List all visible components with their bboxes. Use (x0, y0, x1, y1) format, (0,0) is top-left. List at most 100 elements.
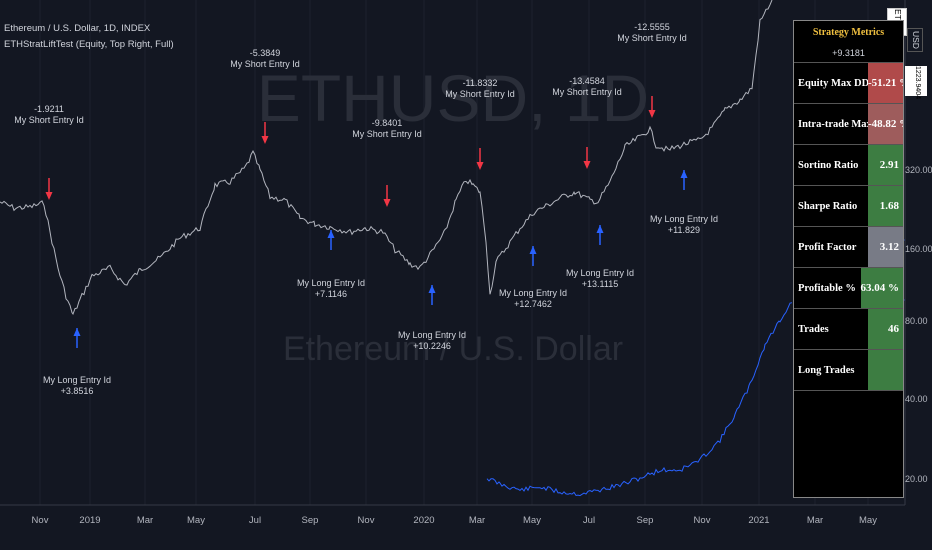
trade-label-line: My Short Entry Id (552, 87, 622, 97)
long-entry-arrowhead (327, 230, 335, 238)
trade-label-line: My Short Entry Id (617, 33, 687, 43)
metric-label: Long Trades (798, 364, 855, 376)
time-tick-label: 2020 (413, 515, 435, 526)
metrics-row: Profitable % 63.04 % (794, 268, 903, 309)
price-series (0, 0, 773, 316)
short-entry-label: -11.8332 My Short Entry Id (445, 78, 515, 100)
metric-label: Sharpe Ratio (798, 200, 858, 212)
time-tick-label: Jul (248, 515, 262, 526)
short-entry-label: -9.8401 My Short Entry Id (352, 118, 422, 140)
metric-value: 1.68 (868, 186, 903, 226)
trade-label-line: My Short Entry Id (14, 115, 84, 125)
metric-label: Profit Factor (798, 241, 857, 253)
metric-value (868, 350, 903, 390)
metric-value: -48.82 % (868, 104, 903, 144)
metrics-subtitle: +9.3181 (832, 48, 865, 58)
trade-label-line: My Long Entry Id (565, 268, 635, 278)
long-entry-arrowhead (73, 328, 81, 336)
time-tick-label: May (523, 515, 541, 526)
strategy-header[interactable]: ETHStratLiftTest (Equity, Top Right, Ful… (4, 39, 174, 50)
short-entry-label: -5.3849 My Short Entry Id (230, 48, 300, 70)
time-tick-label: Nov (31, 515, 49, 526)
price-tick-label: 160.00 (905, 244, 932, 254)
watermark-name: Ethereum / U.S. Dollar (282, 330, 624, 368)
short-entry-arrowhead (476, 162, 484, 170)
watermark-symbol: ETHUSD, 1D (256, 61, 650, 135)
short-entry-arrowhead (648, 110, 656, 118)
long-entry-label: My Long Entry Id +12.7462 (499, 288, 567, 310)
metric-label: Trades (798, 323, 829, 335)
metric-label: Intra-trade Max DD (798, 118, 890, 130)
metric-label: Sortino Ratio (798, 159, 859, 171)
metrics-row: Sortino Ratio 2.91 (794, 145, 903, 186)
trade-label-line: +13.1115 (581, 279, 619, 289)
time-tick-label: Jul (582, 515, 596, 526)
trade-label-line: My Long Entry Id (397, 330, 467, 340)
trade-label-line: My Long Entry Id (498, 288, 568, 298)
time-tick-label: Mar (806, 515, 824, 526)
metrics-title-cell: Strategy Metrics +9.3181 (794, 21, 903, 63)
trade-label-line: -5.3849 (249, 48, 281, 58)
trade-label-line: -13.4584 (569, 76, 605, 86)
time-tick-label: Mar (136, 515, 154, 526)
price-tick-label: 20.00 (905, 474, 928, 484)
time-tick-label: May (187, 515, 205, 526)
metric-value: 3.12 (868, 227, 903, 267)
trade-label-line: -11.8332 (462, 78, 498, 88)
long-entry-label: My Long Entry Id +3.8516 (43, 375, 111, 397)
metrics-title: Strategy Metrics (812, 27, 885, 38)
long-entry-arrowhead (680, 170, 688, 178)
time-tick-label: 2019 (79, 515, 101, 526)
metric-value: 63.04 % (860, 268, 903, 308)
short-entry-arrowhead (583, 161, 591, 169)
long-entry-arrowhead (428, 285, 436, 293)
trade-label-line: My Short Entry Id (445, 89, 515, 99)
short-entry-arrowhead (45, 192, 53, 200)
metrics-row: Equity Max DD-51.21 % (794, 63, 903, 104)
metrics-row: Sharpe Ratio 1.68 (794, 186, 903, 227)
short-entry-arrowhead (261, 136, 269, 144)
trade-label-line: -1.9211 (34, 104, 64, 114)
currency-tag[interactable]: USD (907, 28, 923, 52)
trade-label-line: My Long Entry Id (42, 375, 112, 385)
trade-label-line: +3.8516 (60, 386, 94, 396)
short-entry-label: -13.4584 My Short Entry Id (552, 76, 622, 98)
metric-value: 2.91 (868, 145, 903, 185)
long-entry-label: My Long Entry Id +7.1146 (297, 278, 365, 300)
long-entry-label: My Long Entry Id +13.1115 (566, 268, 634, 290)
strategy-metrics-table: Strategy Metrics +9.3181 Equity Max DD -5… (793, 20, 904, 498)
time-tick-label: Mar (468, 515, 486, 526)
trade-label-line: +10.2246 (413, 341, 451, 351)
time-tick-label: Nov (357, 515, 375, 526)
long-entry-label: My Long Entry Id +10.2246 (398, 330, 466, 352)
price-tick-label: 40.00 (905, 394, 928, 404)
metrics-row: Intra-trade Max DD-48.82 % (794, 104, 903, 145)
metric-label: Profitable % (798, 282, 856, 294)
short-entry-label: -1.9211 My Short Entry Id (14, 104, 84, 126)
trade-label-line: +12.7462 (514, 299, 552, 309)
symbol-header[interactable]: Ethereum / U.S. Dollar, 1D, INDEX (4, 23, 151, 34)
trade-label-line: My Long Entry Id (296, 278, 366, 288)
short-entry-arrowhead (383, 199, 391, 207)
metrics-row: Long Trades (794, 350, 903, 391)
time-tick-label: Sep (636, 515, 654, 526)
time-tick-label: May (859, 515, 877, 526)
price-tick-label: 80.00 (905, 316, 928, 326)
time-tick-label: Sep (301, 515, 319, 526)
long-entry-arrowhead (529, 246, 537, 254)
equity-series (486, 302, 793, 497)
price-tick-label: 320.00 (905, 165, 932, 175)
trade-label-line: +11.829 (667, 225, 701, 235)
metric-value: -51.21 % (868, 63, 903, 103)
metric-label: Equity Max DD (798, 77, 870, 89)
metrics-row: Trades 46 (794, 309, 903, 350)
last-value-tag: 1223.9404 (905, 66, 927, 99)
short-entry-label: -12.5555 My Short Entry Id (617, 22, 687, 44)
trade-label-line: My Long Entry Id (649, 214, 719, 224)
metric-value: 46 (868, 309, 903, 349)
long-entry-arrowhead (596, 225, 604, 233)
trade-label-line: +7.1146 (314, 289, 348, 299)
trade-label-line: My Short Entry Id (352, 129, 422, 139)
trade-label-line: -9.8401 (371, 118, 403, 128)
